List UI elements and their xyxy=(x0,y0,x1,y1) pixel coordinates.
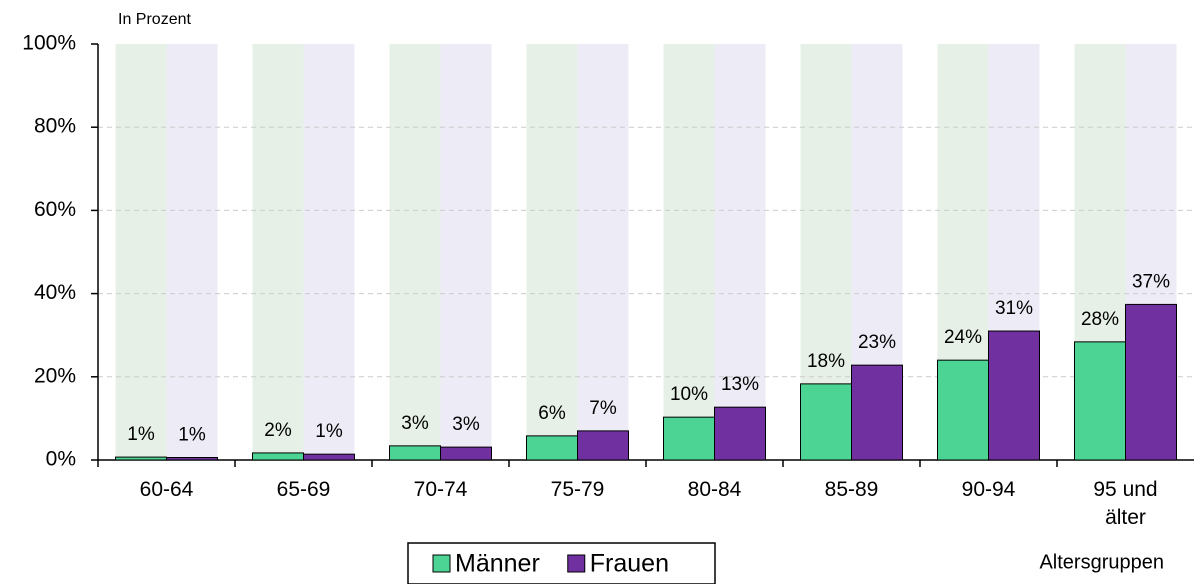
background-band xyxy=(115,44,167,460)
data-label: 1% xyxy=(127,424,155,445)
x-tick-label: 95 und älter xyxy=(1093,478,1158,529)
bar xyxy=(440,446,492,461)
data-label: 10% xyxy=(670,384,708,405)
background-band xyxy=(389,44,441,460)
background-band xyxy=(577,44,629,460)
data-label: 18% xyxy=(807,351,845,372)
data-label: 28% xyxy=(1081,309,1119,330)
bar xyxy=(1125,303,1177,461)
data-label: 2% xyxy=(264,420,292,441)
data-label: 6% xyxy=(538,403,566,424)
y-tick-label: 100% xyxy=(22,32,76,55)
x-tick-label: 60-64 xyxy=(139,478,194,501)
background-band xyxy=(166,44,218,460)
legend-label: Männer xyxy=(455,550,540,578)
data-label: 1% xyxy=(178,425,206,446)
subtitle: In Prozent xyxy=(118,11,191,28)
bar xyxy=(851,364,903,461)
data-label: 7% xyxy=(589,398,617,419)
bar xyxy=(714,406,766,461)
x-tick-label: 70-74 xyxy=(413,478,468,501)
bar xyxy=(166,457,218,461)
bar xyxy=(1074,341,1126,461)
x-axis-label: Altersgruppen xyxy=(1039,551,1164,573)
y-tick-label: 60% xyxy=(34,198,76,221)
bar xyxy=(115,456,167,461)
bar xyxy=(389,445,441,461)
y-tick-label: 80% xyxy=(34,115,76,138)
x-tick-label: 85-89 xyxy=(824,478,879,501)
y-tick-label: 40% xyxy=(34,281,76,304)
background-band xyxy=(440,44,492,460)
data-label: 24% xyxy=(944,327,982,348)
background-band xyxy=(252,44,304,460)
bar xyxy=(252,452,304,461)
bar xyxy=(663,416,715,461)
legend-label: Frauen xyxy=(590,550,669,578)
data-label: 13% xyxy=(721,374,759,395)
y-tick-label: 0% xyxy=(46,448,76,471)
bar xyxy=(303,453,355,461)
data-label: 3% xyxy=(452,414,480,435)
y-tick-label: 20% xyxy=(34,364,76,387)
background-band xyxy=(526,44,578,460)
legend-box xyxy=(407,542,716,584)
data-label: 23% xyxy=(858,332,896,353)
x-tick-label: 90-94 xyxy=(961,478,1016,501)
x-tick-label: 65-69 xyxy=(276,478,331,501)
data-label: 31% xyxy=(995,298,1033,319)
bar xyxy=(800,383,852,461)
x-tick-label: 75-79 xyxy=(550,478,605,501)
x-tick-label: 80-84 xyxy=(687,478,742,501)
bar xyxy=(526,435,578,461)
background-band xyxy=(303,44,355,460)
legend-swatch xyxy=(432,554,451,573)
background-band xyxy=(663,44,715,460)
background-band xyxy=(714,44,766,460)
data-label: 37% xyxy=(1132,271,1170,292)
bar xyxy=(937,359,989,461)
bar xyxy=(988,330,1040,461)
data-label: 1% xyxy=(315,421,343,442)
data-label: 3% xyxy=(401,413,429,434)
bar xyxy=(577,430,629,461)
legend-swatch xyxy=(567,554,586,573)
